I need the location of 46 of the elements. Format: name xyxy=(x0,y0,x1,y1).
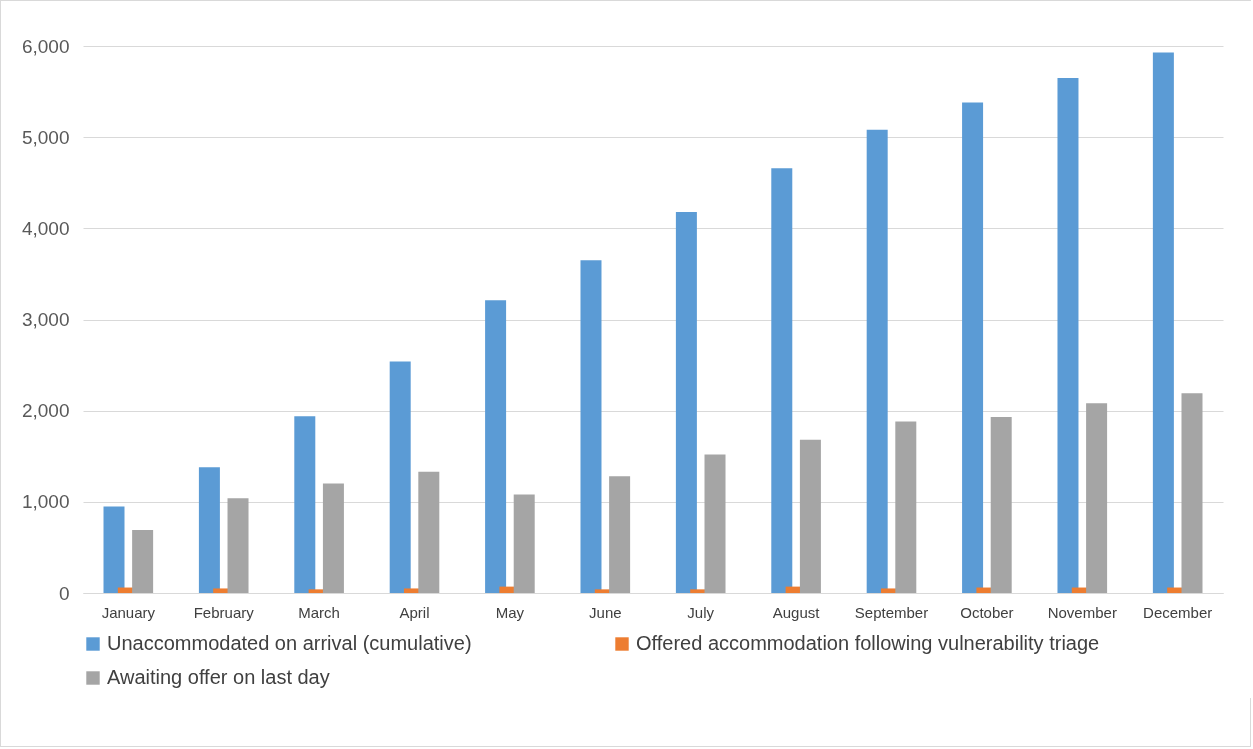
x-tick-label: August xyxy=(772,603,821,621)
x-tick-label: April xyxy=(399,603,430,621)
bar xyxy=(513,494,535,593)
y-tick-label: 2,000 xyxy=(21,400,70,422)
bar xyxy=(1152,52,1174,593)
x-tick-label: June xyxy=(589,603,622,621)
y-tick-label: 6,000 xyxy=(21,35,70,57)
x-tick-label: September xyxy=(854,603,929,621)
bar xyxy=(1181,393,1203,593)
y-tick-label: 3,000 xyxy=(21,309,70,330)
x-tick-label: July xyxy=(687,603,715,621)
bar xyxy=(322,483,344,593)
bar xyxy=(771,168,793,593)
bar xyxy=(895,421,917,593)
bar xyxy=(227,498,249,593)
bar xyxy=(799,439,821,593)
x-tick-label: November xyxy=(1047,603,1117,621)
bar xyxy=(609,476,631,593)
bar xyxy=(103,506,125,593)
bar xyxy=(1057,77,1079,593)
bar xyxy=(1086,403,1108,593)
y-tick-label: 5,000 xyxy=(21,126,70,148)
bar xyxy=(198,467,220,593)
bar xyxy=(962,102,984,593)
x-tick-label: October xyxy=(960,603,1014,621)
legend-label: Awaiting offer on last day xyxy=(107,666,330,688)
legend-label: Offered accommodation following vulnerability triage xyxy=(636,632,1100,654)
x-tick-label: May xyxy=(495,603,525,621)
y-tick-label: 0 xyxy=(58,582,70,604)
bar xyxy=(485,300,507,593)
bar xyxy=(704,454,726,593)
legend-label: Unaccommodated on arrival (cumulative) xyxy=(107,632,472,654)
x-tick-label: December xyxy=(1143,603,1213,621)
bar xyxy=(675,211,697,593)
x-tick-label: February xyxy=(193,603,255,621)
x-tick-label: March xyxy=(298,603,340,621)
bar xyxy=(294,416,316,593)
bar xyxy=(580,260,602,593)
y-tick-label: 1,000 xyxy=(21,491,70,513)
bar xyxy=(132,530,154,593)
y-tick-label: 4,000 xyxy=(21,217,70,239)
bar xyxy=(418,471,440,593)
bar xyxy=(389,361,411,593)
bar xyxy=(866,129,888,593)
bar xyxy=(990,417,1012,593)
x-tick-label: January xyxy=(101,603,156,621)
